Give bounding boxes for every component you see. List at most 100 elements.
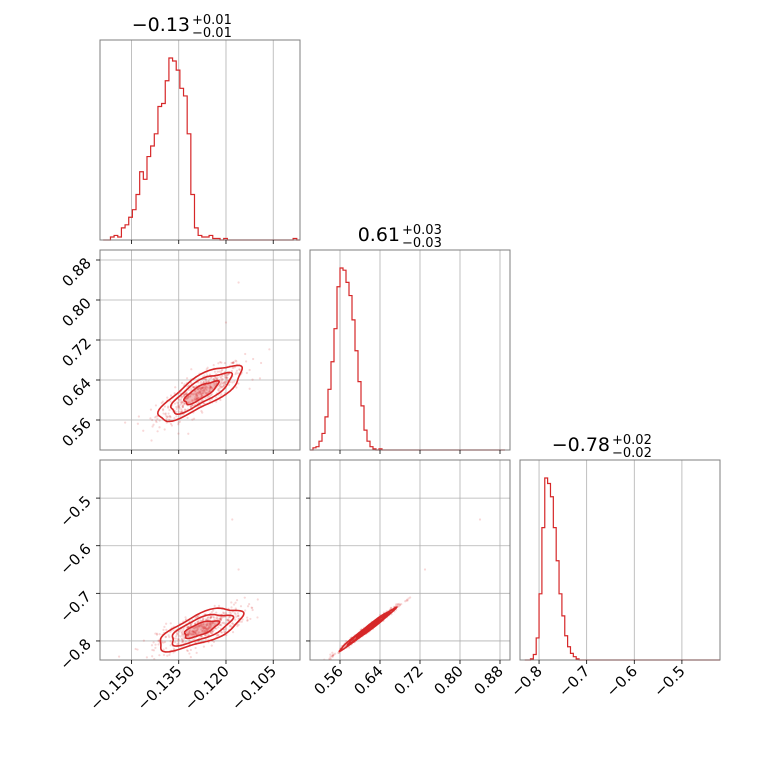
sample-point bbox=[186, 633, 189, 636]
sample-point bbox=[201, 629, 204, 633]
sample-point bbox=[220, 377, 223, 380]
panel-title-upper: +0.01 bbox=[192, 13, 232, 28]
sample-point bbox=[167, 406, 170, 409]
sample-point bbox=[181, 405, 185, 409]
sample-point bbox=[194, 394, 198, 397]
sample-point bbox=[165, 647, 168, 650]
sample-point bbox=[198, 389, 201, 393]
sample-point bbox=[196, 393, 199, 396]
sample-point bbox=[158, 419, 161, 422]
sample-point bbox=[201, 386, 204, 389]
sample-point bbox=[195, 397, 198, 401]
sample-point bbox=[223, 362, 227, 365]
sample-point bbox=[193, 630, 196, 633]
sample-point bbox=[218, 389, 221, 393]
sample-point bbox=[220, 624, 223, 627]
sample-point bbox=[225, 376, 228, 379]
sample-point bbox=[150, 644, 154, 647]
sample-point bbox=[200, 392, 203, 395]
sample-point bbox=[162, 412, 165, 415]
sample-point bbox=[237, 614, 240, 617]
x-tick-label: 0.64 bbox=[350, 662, 386, 698]
sample-point bbox=[226, 619, 230, 622]
sample-point bbox=[197, 625, 200, 628]
sample-point bbox=[185, 391, 188, 394]
sample-point bbox=[199, 625, 202, 628]
sample-point bbox=[181, 405, 184, 408]
sample-point bbox=[234, 607, 237, 610]
sample-point bbox=[215, 400, 218, 403]
contour-level bbox=[159, 607, 245, 653]
sample-point bbox=[142, 639, 145, 642]
sample-point bbox=[183, 402, 186, 405]
panel-frame bbox=[99, 459, 301, 661]
sample-point bbox=[180, 645, 183, 648]
sample-point bbox=[177, 404, 181, 407]
sample-point bbox=[196, 405, 200, 408]
sample-point bbox=[235, 360, 238, 363]
sample-point bbox=[217, 362, 220, 365]
sample-point bbox=[212, 363, 215, 367]
sample-point bbox=[396, 603, 399, 606]
sample-point bbox=[169, 400, 172, 403]
contour-level bbox=[171, 613, 235, 647]
sample-point bbox=[195, 630, 198, 633]
panel-frame bbox=[99, 39, 301, 241]
sample-point bbox=[167, 418, 171, 421]
sample-point bbox=[204, 634, 207, 637]
sample-point bbox=[200, 399, 203, 402]
x-tick-label: 0.88 bbox=[470, 662, 506, 698]
sample-point bbox=[194, 633, 197, 636]
sample-point bbox=[229, 624, 232, 627]
sample-point bbox=[168, 653, 171, 657]
sample-point bbox=[155, 415, 158, 418]
sample-point bbox=[186, 416, 189, 420]
sample-point bbox=[225, 376, 228, 379]
sample-point bbox=[218, 384, 222, 387]
sample-point bbox=[205, 624, 208, 627]
sample-point bbox=[197, 640, 200, 643]
sample-point bbox=[184, 618, 188, 621]
sample-point bbox=[196, 624, 200, 627]
sample-point bbox=[180, 381, 184, 385]
sample-point bbox=[136, 648, 139, 651]
sample-point bbox=[221, 375, 224, 378]
sample-point bbox=[196, 620, 199, 623]
sample-point bbox=[230, 606, 233, 609]
sample-point bbox=[204, 387, 208, 390]
sample-point bbox=[241, 618, 244, 621]
y-tick-label: 0.64 bbox=[58, 374, 94, 410]
sample-point bbox=[204, 627, 207, 630]
sample-point bbox=[232, 603, 236, 606]
sample-point bbox=[248, 387, 251, 390]
histogram-panel-2 bbox=[309, 249, 511, 451]
sample-point bbox=[246, 618, 249, 622]
sample-point bbox=[219, 617, 222, 620]
sample-point bbox=[192, 630, 195, 633]
sample-point bbox=[175, 407, 178, 411]
sample-point bbox=[233, 380, 236, 383]
sample-point bbox=[202, 622, 205, 626]
sample-point bbox=[211, 621, 215, 624]
sample-point bbox=[195, 393, 198, 396]
sample-point bbox=[203, 625, 206, 628]
sample-point bbox=[198, 390, 201, 394]
sample-point bbox=[220, 631, 223, 634]
sample-point bbox=[234, 359, 237, 362]
sample-point bbox=[196, 396, 199, 399]
sample-point bbox=[197, 387, 200, 390]
y-tick-label: 0.72 bbox=[58, 334, 94, 370]
sample-point bbox=[205, 380, 208, 383]
x-tick-label: 0.56 bbox=[310, 662, 346, 698]
sample-point bbox=[221, 386, 224, 389]
sample-point bbox=[199, 388, 203, 391]
sample-point bbox=[209, 399, 212, 402]
sample-point bbox=[201, 387, 205, 390]
sample-point bbox=[169, 622, 172, 625]
sample-point bbox=[191, 629, 194, 633]
sample-point bbox=[185, 392, 188, 395]
sample-point bbox=[197, 633, 200, 636]
sample-point bbox=[190, 632, 193, 635]
sample-point bbox=[190, 368, 193, 371]
sample-point bbox=[221, 615, 224, 619]
